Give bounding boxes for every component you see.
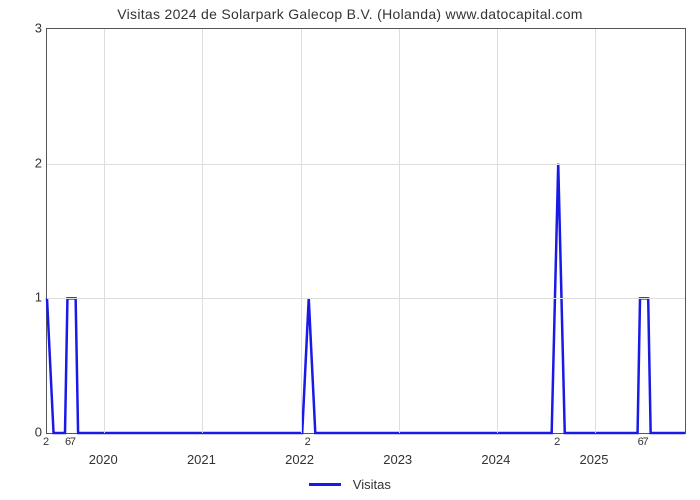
x-tick-year: 2022 — [285, 452, 314, 467]
legend-swatch — [309, 483, 341, 486]
x-tick-year: 2025 — [580, 452, 609, 467]
x-tick-year: 2023 — [383, 452, 412, 467]
x-tick-datapoint: 2 — [43, 436, 49, 448]
x-tick-datapoint: 7 — [70, 436, 76, 448]
gridline-v — [399, 29, 400, 433]
x-tick-datapoint: 2 — [554, 436, 560, 448]
y-tick-label: 1 — [2, 290, 42, 305]
x-tick-year: 2021 — [187, 452, 216, 467]
gridline-v — [202, 29, 203, 433]
x-tick-datapoint: 7 — [642, 436, 648, 448]
plot-area — [46, 28, 686, 434]
gridline-v — [595, 29, 596, 433]
gridline-h — [47, 298, 685, 299]
x-tick-datapoint: 2 — [305, 436, 311, 448]
line-series — [47, 29, 685, 433]
gridline-v — [104, 29, 105, 433]
x-tick-year: 2020 — [89, 452, 118, 467]
gridline-v — [301, 29, 302, 433]
y-tick-label: 3 — [2, 21, 42, 36]
chart-title: Visitas 2024 de Solarpark Galecop B.V. (… — [0, 6, 700, 22]
gridline-h — [47, 164, 685, 165]
y-tick-label: 2 — [2, 155, 42, 170]
legend: Visitas — [0, 476, 700, 492]
x-tick-year: 2024 — [481, 452, 510, 467]
chart-container: Visitas 2024 de Solarpark Galecop B.V. (… — [0, 0, 700, 500]
legend-label: Visitas — [353, 477, 391, 492]
y-tick-label: 0 — [2, 425, 42, 440]
gridline-v — [497, 29, 498, 433]
